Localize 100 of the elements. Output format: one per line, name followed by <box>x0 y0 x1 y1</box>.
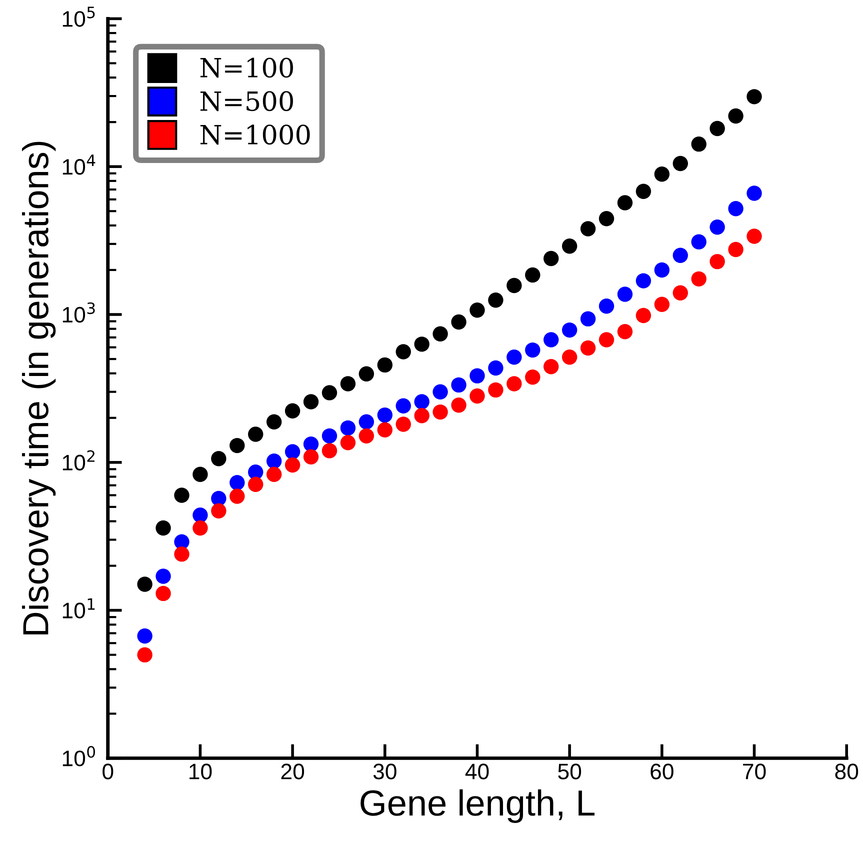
legend-label: N=100 <box>200 58 293 78</box>
point <box>728 108 744 124</box>
legend-label: N=500 <box>200 91 293 112</box>
x-tick-label: 20 <box>281 764 304 780</box>
point <box>303 394 319 410</box>
point <box>396 416 411 432</box>
point <box>672 285 688 300</box>
point <box>266 454 282 469</box>
point <box>303 449 319 464</box>
point <box>137 628 152 644</box>
point <box>230 438 245 454</box>
point <box>396 344 411 360</box>
point <box>451 377 466 393</box>
point <box>672 248 688 263</box>
point <box>488 360 504 376</box>
x-tick-label: 10 <box>190 764 212 780</box>
y-tick-label: 10$^{1}$ <box>62 598 95 618</box>
point <box>544 332 559 348</box>
point <box>636 273 652 288</box>
point <box>230 488 245 504</box>
point <box>598 298 614 314</box>
point <box>562 350 578 365</box>
point <box>377 422 393 438</box>
x-tick-label: 60 <box>650 764 674 780</box>
y-tick-label: 10$^{4}$ <box>62 154 96 175</box>
point <box>451 314 466 330</box>
y-tick-label: 10$^{0}$ <box>62 746 96 766</box>
point <box>617 324 633 340</box>
point <box>414 408 430 424</box>
point <box>284 444 300 460</box>
point <box>432 404 448 420</box>
point <box>377 407 393 423</box>
x-tick-label: 70 <box>743 764 766 780</box>
point <box>617 195 633 210</box>
point <box>580 340 596 356</box>
point <box>340 420 356 436</box>
point <box>230 475 245 490</box>
point <box>211 503 226 519</box>
point <box>470 368 485 384</box>
point <box>266 466 282 482</box>
point <box>322 385 338 400</box>
point <box>691 271 706 287</box>
point <box>451 398 466 413</box>
point <box>358 414 374 430</box>
legend-label: N=1000 <box>200 124 310 145</box>
point <box>303 436 319 452</box>
point <box>340 435 356 450</box>
point <box>506 376 522 392</box>
point <box>636 184 652 199</box>
y-axis-title: Discovery time (in generations) <box>22 142 56 634</box>
y-tick-label: 10$^{5}$ <box>62 6 95 27</box>
point <box>174 546 190 562</box>
point <box>746 228 762 244</box>
point <box>672 156 688 172</box>
x-tick-label: 50 <box>558 764 582 780</box>
point <box>525 342 540 358</box>
point <box>525 370 540 385</box>
x-tick-label: 80 <box>835 764 858 780</box>
point <box>211 451 226 466</box>
x-tick-label: 30 <box>373 764 396 780</box>
point <box>137 576 152 592</box>
point <box>322 428 338 444</box>
point <box>414 394 430 410</box>
point <box>266 414 282 430</box>
point <box>598 332 614 348</box>
point <box>377 357 393 373</box>
point <box>192 508 208 523</box>
point <box>562 322 578 338</box>
point <box>432 326 448 342</box>
point <box>432 384 448 400</box>
point <box>654 262 670 278</box>
point <box>137 647 152 662</box>
point <box>284 457 300 473</box>
point <box>710 219 725 235</box>
point <box>654 166 670 182</box>
point <box>746 89 762 104</box>
point <box>691 234 706 250</box>
x-tick-label: 0 <box>102 764 114 780</box>
point <box>506 278 522 294</box>
point <box>340 376 356 392</box>
point <box>414 336 430 352</box>
point <box>248 426 264 442</box>
point <box>710 254 725 270</box>
point <box>156 586 171 602</box>
point <box>396 398 411 414</box>
x-axis-title: Gene length, L <box>360 789 595 823</box>
point <box>746 186 762 201</box>
point <box>488 382 504 398</box>
point <box>284 403 300 418</box>
x-tick-label: 40 <box>465 764 489 780</box>
point <box>192 520 208 536</box>
point <box>525 267 540 283</box>
point <box>598 211 614 226</box>
point <box>562 238 578 254</box>
point <box>248 476 264 492</box>
point <box>728 242 744 258</box>
point <box>358 428 374 444</box>
point <box>580 311 596 326</box>
point <box>506 350 522 365</box>
point <box>710 120 725 136</box>
